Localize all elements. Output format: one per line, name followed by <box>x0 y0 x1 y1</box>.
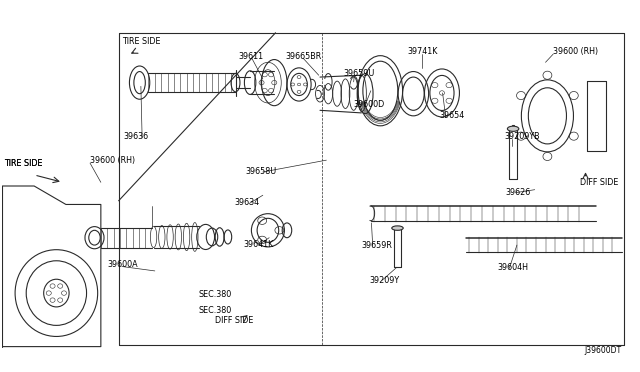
Text: J39600DT: J39600DT <box>584 346 621 355</box>
Text: DIFF SIDE: DIFF SIDE <box>580 178 619 187</box>
Text: 39600D: 39600D <box>353 100 384 109</box>
Text: 39636: 39636 <box>123 132 148 141</box>
Text: SEC.380: SEC.380 <box>198 306 231 315</box>
Text: SEC.380: SEC.380 <box>198 290 231 299</box>
Text: TIRE SIDE: TIRE SIDE <box>122 37 160 46</box>
Text: 39654: 39654 <box>440 111 465 121</box>
Text: 39600A: 39600A <box>108 260 138 269</box>
Text: 39665BR: 39665BR <box>285 52 321 61</box>
Polygon shape <box>3 186 101 347</box>
Text: 39641K: 39641K <box>244 240 274 249</box>
Text: TIRE SIDE: TIRE SIDE <box>4 159 42 169</box>
Text: DIFF SIDE: DIFF SIDE <box>215 316 253 325</box>
Text: 39611: 39611 <box>239 52 264 61</box>
Text: 39209Y: 39209Y <box>369 276 399 285</box>
Text: 39659R: 39659R <box>362 241 392 250</box>
Text: TIRE SIDE: TIRE SIDE <box>4 159 42 169</box>
Text: 39604H: 39604H <box>498 263 529 272</box>
Text: 39741K: 39741K <box>408 47 438 56</box>
Text: 39600 (RH): 39600 (RH) <box>553 47 598 56</box>
Text: 39658U: 39658U <box>245 167 276 176</box>
Text: 39634: 39634 <box>234 198 259 207</box>
Text: 39659U: 39659U <box>344 69 375 78</box>
Ellipse shape <box>508 126 519 131</box>
Text: 39600 (RH): 39600 (RH) <box>90 155 135 165</box>
Text: 39626: 39626 <box>506 188 531 197</box>
Text: 39209YB: 39209YB <box>504 132 540 141</box>
Ellipse shape <box>392 226 403 230</box>
